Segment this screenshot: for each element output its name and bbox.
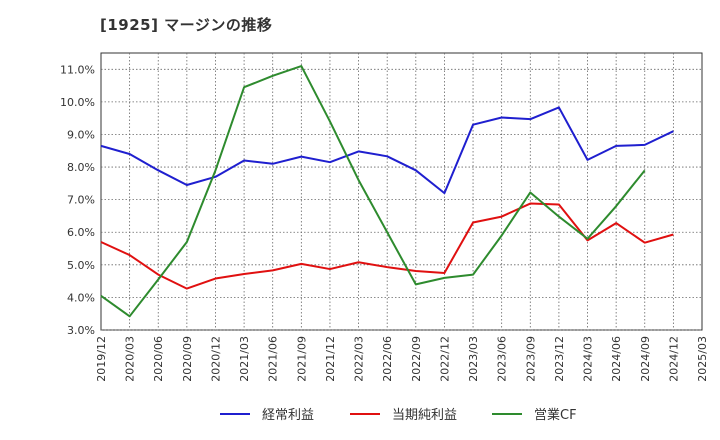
x-tick-label: 2020/12 [209, 336, 222, 382]
x-tick-label: 2020/03 [124, 336, 137, 382]
x-tick-label: 2019/12 [95, 336, 108, 382]
legend-label-2: 当期純利益 [392, 408, 457, 423]
x-tick-label: 2023/03 [467, 336, 480, 382]
y-tick-label: 10.0% [60, 96, 95, 109]
chart-title: [1925] マージンの推移 [100, 16, 273, 34]
x-tick-label: 2022/12 [438, 336, 451, 382]
x-tick-label: 2022/06 [381, 336, 394, 382]
x-tick-label: 2024/06 [610, 336, 623, 382]
legend: 経常利益 当期純利益 営業CF [220, 407, 577, 423]
x-tick-label: 2024/09 [639, 336, 652, 382]
x-tick-label: 2020/09 [181, 336, 194, 382]
series-line-2 [100, 202, 674, 290]
x-tick-label: 2021/06 [267, 336, 280, 382]
y-tick-label: 5.0% [67, 259, 95, 272]
plot-frame [100, 52, 703, 331]
y-tick-label: 4.0% [67, 291, 95, 304]
grid-layer [100, 52, 703, 331]
legend-label-1: 経常利益 [262, 408, 314, 423]
x-tick-label: 2024/03 [582, 336, 595, 382]
x-tick-label: 2022/03 [353, 336, 366, 382]
x-tick-label: 2020/06 [152, 336, 165, 382]
y-tick-label: 11.0% [60, 63, 95, 76]
series-line-3 [100, 65, 646, 318]
x-tick-label: 2022/09 [410, 336, 423, 382]
y-tick-label: 7.0% [67, 194, 95, 207]
x-tick-label: 2021/03 [238, 336, 251, 382]
axis-layer: 3.0% 4.0% 5.0% 6.0% 7.0% 8.0% 9.0% 10.0% 11.0% 20… [60, 63, 709, 381]
x-tick-label: 2024/12 [667, 336, 680, 382]
y-tick-label: 6.0% [67, 226, 95, 239]
x-tick-label: 2023/12 [553, 336, 566, 382]
series-layer [100, 65, 674, 318]
x-tick-label: 2023/06 [496, 336, 509, 382]
legend-label-3: 営業CF [534, 407, 577, 423]
y-tick-label: 8.0% [67, 161, 95, 174]
y-tick-label: 3.0% [67, 324, 95, 337]
x-tick-label: 2021/12 [324, 336, 337, 382]
x-tick-label: 2025/03 [696, 336, 709, 382]
x-tick-label: 2021/09 [295, 336, 308, 382]
x-tick-label: 2023/09 [524, 336, 537, 382]
y-tick-label: 9.0% [67, 128, 95, 141]
series-line-1 [100, 106, 674, 195]
